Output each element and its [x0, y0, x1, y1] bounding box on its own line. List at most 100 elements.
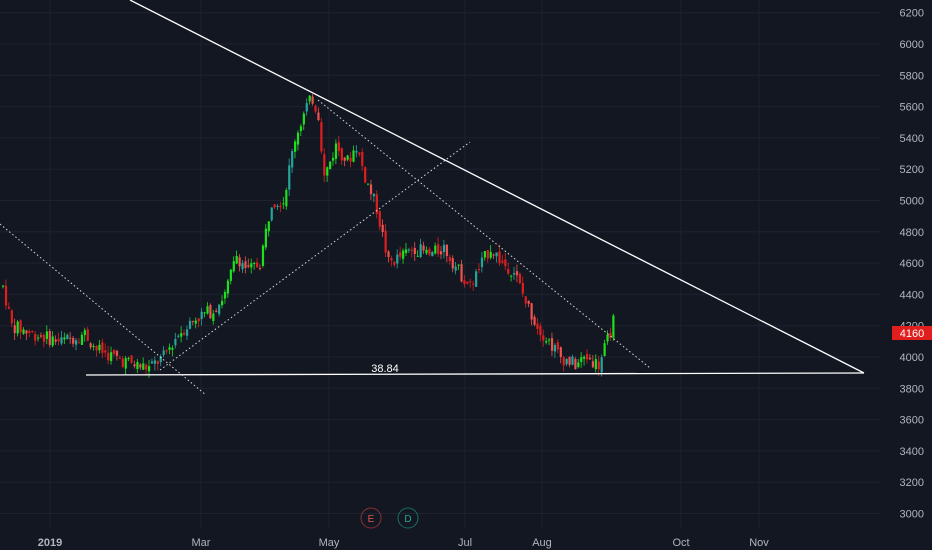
candle: [565, 358, 568, 367]
candle: [302, 111, 305, 131]
candle: [98, 339, 101, 354]
candle: [294, 139, 297, 159]
candle: [153, 356, 157, 371]
last-price-tag: 4160: [892, 326, 932, 340]
candle: [57, 332, 60, 346]
candle: [241, 260, 244, 274]
candle: [571, 354, 574, 366]
early-dotted-trendline[interactable]: [0, 223, 207, 396]
candle: [375, 190, 378, 219]
candle: [112, 349, 116, 357]
candle: [142, 357, 145, 370]
candle: [378, 209, 381, 231]
candle: [19, 319, 22, 340]
candle: [477, 263, 481, 274]
candle: [431, 251, 434, 257]
candle: [133, 360, 136, 369]
event-markers[interactable]: E D: [360, 507, 419, 529]
price-axis[interactable]: 6200 6000 5800 5600 5400 5200 5000 4800 4600 4400…: [900, 8, 924, 521]
candle: [542, 329, 545, 347]
candle: [574, 356, 577, 370]
candle: [95, 345, 98, 357]
candle: [77, 337, 81, 344]
y-tick-label: 3400: [900, 446, 924, 458]
candle: [60, 330, 63, 346]
y-tick-label: 4800: [900, 227, 924, 239]
candle: [69, 331, 72, 344]
candle: [483, 250, 486, 261]
candle: [536, 317, 539, 335]
grid: [0, 0, 880, 528]
candle: [609, 327, 612, 341]
candle: [524, 296, 527, 308]
candle: [72, 335, 75, 348]
earnings-marker[interactable]: E: [360, 507, 382, 529]
candle: [437, 237, 440, 258]
candle: [80, 331, 84, 346]
trendline-drawings[interactable]: 38.84: [0, 0, 865, 396]
candle: [387, 250, 390, 263]
downtrend-dotted-trendline[interactable]: [317, 99, 651, 369]
candle: [492, 253, 495, 259]
resistance-trendline[interactable]: [129, 0, 865, 374]
candle: [407, 247, 411, 254]
candle: [7, 302, 11, 310]
candle: [31, 330, 34, 333]
y-tick-label: 4600: [900, 258, 924, 270]
x-tick-label: 2019: [38, 537, 62, 549]
candle: [460, 259, 463, 283]
candle: [83, 327, 86, 342]
candle: [513, 266, 516, 280]
candle: [577, 358, 580, 369]
dividend-marker[interactable]: D: [397, 507, 419, 529]
time-axis-background: [0, 530, 932, 550]
candle: [568, 356, 571, 368]
candle: [559, 346, 562, 364]
candle: [258, 264, 262, 271]
candle: [369, 179, 373, 201]
candle: [118, 355, 121, 359]
candle: [279, 201, 282, 213]
candle: [367, 183, 370, 186]
support-horizontal-line[interactable]: [85, 372, 865, 376]
candle: [515, 264, 519, 283]
y-tick-label: 5200: [900, 164, 924, 176]
candle: [273, 204, 276, 209]
time-axis[interactable]: 2019 Mar May Jul Aug Oct Nov: [0, 530, 932, 550]
candle: [404, 242, 408, 256]
candle: [256, 257, 259, 268]
candle: [329, 161, 332, 170]
candle: [553, 343, 557, 358]
candle: [530, 302, 533, 326]
candle: [171, 345, 174, 357]
candle: [361, 148, 364, 172]
candle: [343, 157, 346, 167]
candle: [539, 322, 542, 342]
candle: [486, 249, 489, 263]
candle: [326, 166, 329, 182]
candle: [588, 354, 592, 360]
candle: [320, 117, 323, 154]
candle: [162, 346, 165, 358]
candle: [261, 243, 265, 268]
y-tick-label: 5800: [900, 70, 924, 82]
x-tick-label: May: [319, 537, 340, 549]
candle: [183, 329, 186, 336]
candle: [229, 268, 232, 285]
candle: [346, 154, 349, 162]
candle: [334, 139, 338, 165]
candle: [110, 346, 113, 365]
candle: [597, 355, 600, 376]
candle: [448, 254, 451, 265]
candle: [10, 309, 13, 328]
candle: [591, 355, 595, 369]
candle: [314, 104, 317, 114]
candle: [469, 278, 472, 288]
uptrend-dotted-trendline[interactable]: [159, 141, 471, 371]
candle: [89, 342, 92, 350]
candle: [399, 246, 402, 260]
candle: [264, 224, 267, 251]
earnings-marker-label: E: [368, 514, 375, 525]
candle: [194, 317, 197, 329]
